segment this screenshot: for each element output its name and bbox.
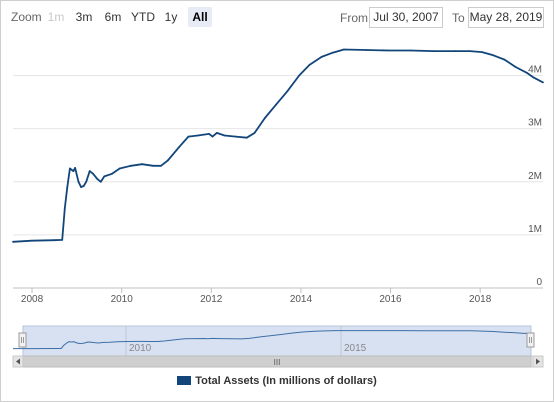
data-point: [298, 74, 301, 77]
data-point: [503, 58, 506, 61]
data-point: [331, 51, 334, 54]
chevron-left-icon: [16, 358, 20, 365]
legend[interactable]: Total Assets (In millions of dollars): [1, 375, 553, 393]
data-point: [320, 56, 323, 58]
data-point: [160, 164, 162, 167]
from-date-input[interactable]: Jul 30, 2007: [369, 7, 443, 28]
data-point: [469, 50, 471, 52]
y-tick-label: 1M: [528, 224, 542, 235]
data-point: [152, 164, 155, 167]
data-point: [80, 186, 82, 189]
x-tick-label: 2008: [21, 294, 44, 305]
x-tick-label: 2016: [379, 294, 402, 305]
data-point: [492, 54, 495, 57]
data-point: [53, 239, 56, 242]
data-point: [166, 159, 169, 162]
data-point: [387, 49, 390, 52]
data-point: [275, 103, 277, 106]
data-point: [525, 71, 528, 74]
data-point: [63, 207, 66, 210]
data-point: [178, 146, 180, 149]
zoom-ytd-button[interactable]: YTD: [131, 10, 155, 24]
zoom-all-button[interactable]: All: [188, 7, 212, 27]
navigator-right-handle[interactable]: [526, 332, 535, 348]
data-point: [61, 239, 64, 241]
data-point: [432, 50, 435, 52]
data-point: [72, 170, 75, 173]
navigator[interactable]: 2010 2015: [13, 325, 535, 357]
y-tick-label: 0: [536, 277, 542, 288]
navigator-label: 2010: [129, 343, 152, 354]
data-point: [92, 172, 94, 175]
data-point: [211, 135, 214, 138]
from-label: From: [340, 11, 368, 25]
data-point: [111, 172, 113, 175]
data-point: [215, 132, 218, 134]
data-point: [234, 135, 237, 138]
zoom-1y-button[interactable]: 1y: [164, 10, 178, 24]
data-point: [208, 133, 211, 135]
legend-swatch: [177, 376, 192, 385]
data-point: [141, 163, 144, 166]
data-point: [66, 186, 69, 189]
data-point: [454, 50, 457, 52]
data-point: [410, 49, 412, 52]
data-point: [103, 175, 106, 178]
data-point: [532, 76, 535, 79]
data-point: [253, 132, 256, 134]
data-point: [74, 167, 76, 169]
zoom-label: Zoom: [11, 10, 42, 24]
data-point: [187, 135, 190, 138]
chevron-right-icon: [536, 358, 540, 365]
data-point: [77, 180, 80, 183]
y-tick-label: 3M: [528, 118, 542, 129]
data-point: [245, 136, 248, 139]
data-point: [264, 117, 266, 119]
data-point: [197, 134, 199, 137]
data-point: [118, 167, 121, 170]
zoom-1m-button[interactable]: 1m: [47, 10, 65, 24]
x-tick-label: 2018: [469, 294, 492, 305]
navigator-left-handle[interactable]: [18, 332, 27, 348]
zoom-6m-button[interactable]: 6m: [104, 10, 122, 24]
series-line-total-assets: [12, 48, 544, 243]
data-point: [481, 51, 483, 53]
zoom-3m-button[interactable]: 3m: [75, 10, 93, 24]
data-point: [82, 185, 85, 187]
data-point: [88, 170, 91, 173]
data-point: [130, 164, 132, 167]
data-point: [223, 134, 226, 137]
data-point: [365, 49, 368, 51]
data-point: [99, 180, 102, 183]
to-date-input[interactable]: May 28, 2019: [468, 7, 544, 28]
range-selector: Zoom 1m 3m 6m YTD 1y All From Jul 30, 20…: [1, 1, 553, 33]
scrollbar[interactable]: III: [12, 355, 544, 368]
y-tick-label: 2M: [528, 171, 542, 182]
x-tick-label: 2010: [111, 294, 134, 305]
x-tick-label: 2014: [290, 294, 313, 305]
data-point: [286, 90, 289, 93]
data-point: [12, 240, 14, 243]
navigator-label: 2015: [344, 343, 367, 354]
data-point: [69, 167, 71, 170]
x-tick-label: 2012: [200, 294, 223, 305]
scrollbar-grip: III: [274, 358, 281, 367]
data-point: [31, 239, 33, 242]
navigator-series-line: [13, 330, 532, 350]
data-point: [85, 180, 88, 183]
data-point: [542, 81, 544, 84]
legend-label: Total Assets (In millions of dollars): [195, 375, 377, 387]
y-tick-label: 4M: [528, 65, 542, 76]
data-point: [514, 66, 517, 68]
data-point: [96, 178, 99, 181]
data-point: [343, 48, 345, 51]
to-label: To: [452, 11, 465, 25]
data-point: [308, 64, 311, 66]
